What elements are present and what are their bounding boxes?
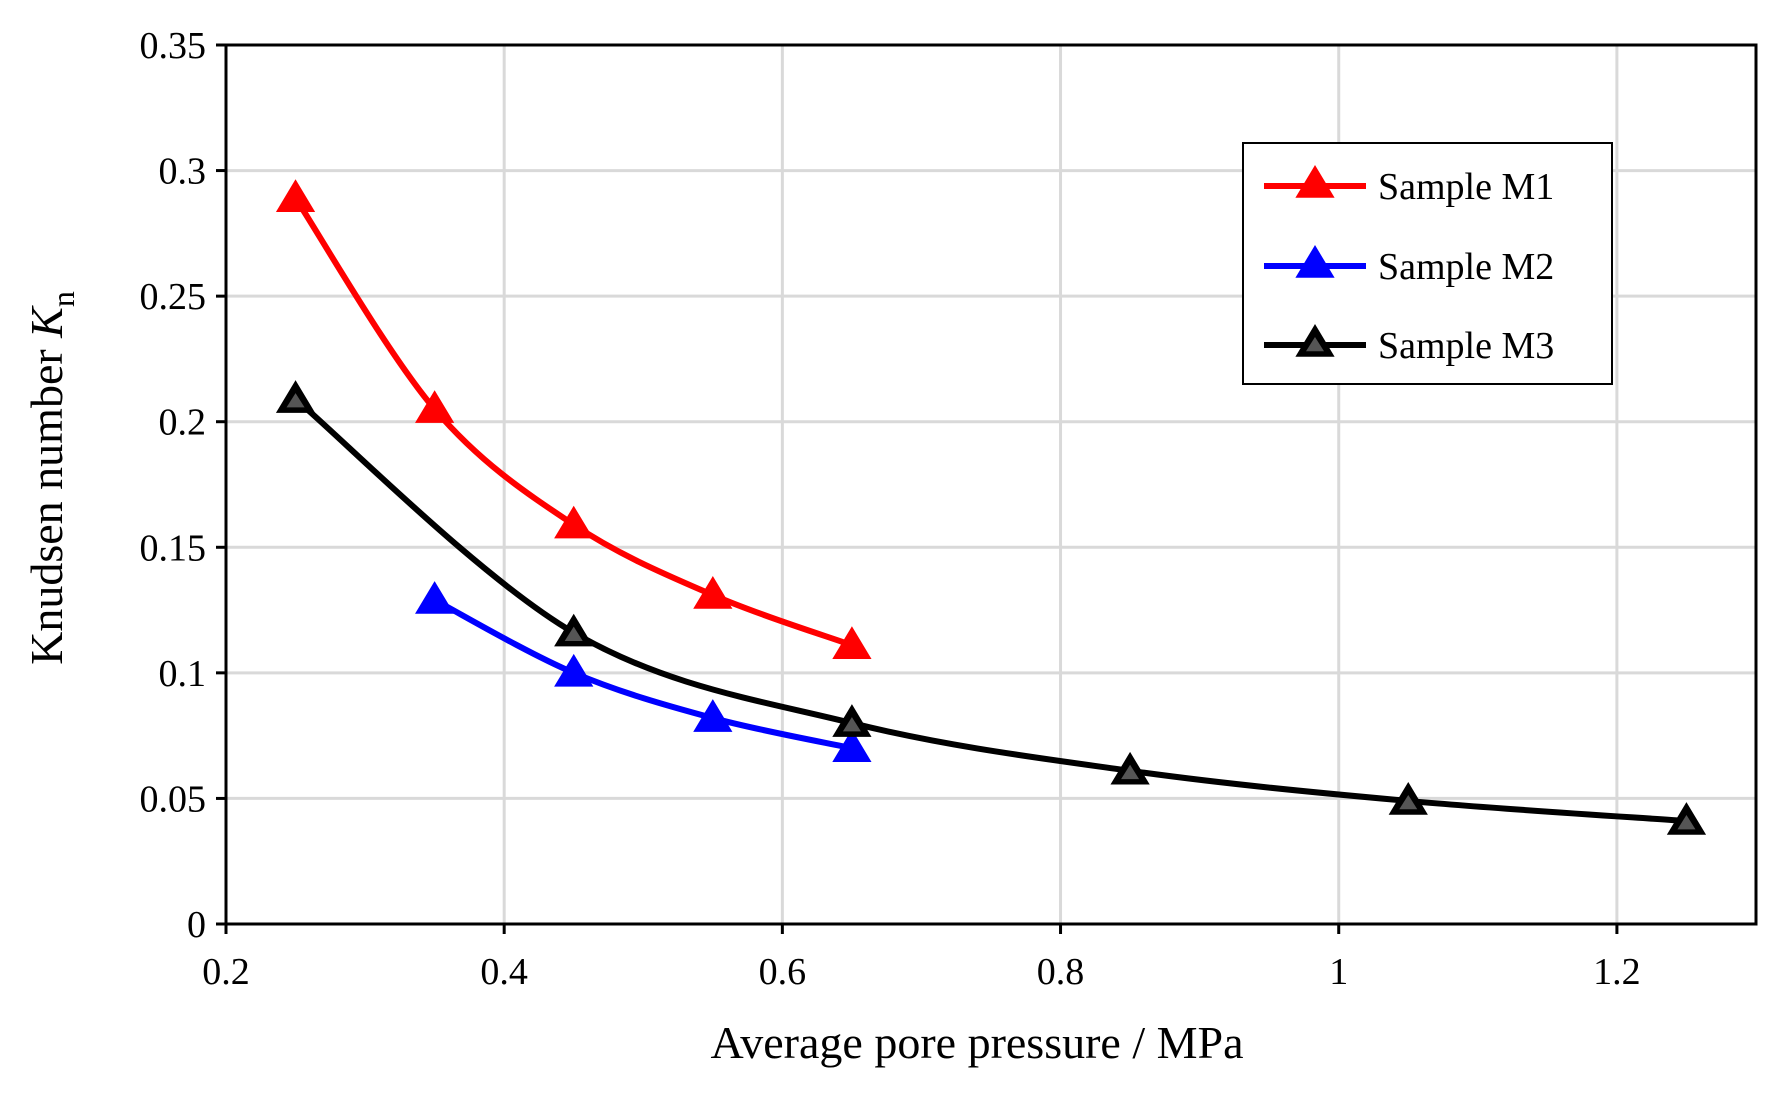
- legend-item-sample-m1: Sample M1: [1264, 165, 1554, 208]
- y-axis-title: Knudsen number Kn: [21, 291, 81, 665]
- plot-area-border: [224, 43, 1758, 926]
- y-axis-title-main: Knudsen number: [21, 338, 72, 665]
- series-sample-m3-point-inner: [1677, 815, 1696, 830]
- series-sample-m1-line: [293, 196, 853, 649]
- x-tick-label: 0.2: [202, 951, 250, 993]
- x-tick-label: 1.2: [1593, 951, 1641, 993]
- y-tick-label: 0.2: [159, 402, 207, 444]
- series-sample-m3-point-inner: [842, 717, 861, 732]
- y-tick-label: 0.15: [140, 527, 207, 569]
- x-tick-label: 0.8: [1037, 951, 1085, 993]
- y-tick-label: 0.3: [159, 151, 207, 193]
- legend-item-sample-m1-marker: [1295, 165, 1335, 198]
- x-tick-label: 0.6: [759, 951, 807, 993]
- series-sample-m1-point: [554, 505, 594, 539]
- series-sample-m3-point-inner: [1399, 794, 1418, 810]
- series-sample-m1-point: [415, 390, 455, 423]
- x-tick-label: 1: [1329, 951, 1348, 993]
- series-sample-m2-point: [832, 729, 872, 762]
- legend-item-sample-m2: Sample M2: [1264, 245, 1554, 288]
- y-tick-label: 0: [187, 904, 206, 946]
- legend-item-sample-m3-marker-inner: [1306, 337, 1324, 352]
- series-lines: [275, 179, 1707, 835]
- legend-item-sample-m1-label: Sample M1: [1378, 166, 1554, 208]
- legend-item-sample-m3: Sample M3: [1264, 324, 1554, 367]
- series-sample-m1-point: [693, 576, 733, 609]
- legend-item-sample-m3-label: Sample M3: [1378, 325, 1554, 367]
- x-axis-title: Average pore pressure / MPa: [710, 1017, 1243, 1068]
- y-tick-label: 0.05: [140, 778, 207, 820]
- series-sample-m3-line: [293, 396, 1687, 825]
- series-sample-m1: [275, 179, 872, 659]
- y-tick-label: 0.1: [159, 653, 207, 695]
- series-sample-m3-point-inner: [1121, 764, 1140, 780]
- axis-ticks: 0.2 0.4 0.6 0.8 1 1.2 0 0.05 0.1 0.15 0.2 0.25 0.3 0.…: [140, 25, 1641, 993]
- legend-items: Sample M1 Sample M2 Sample M3: [1264, 165, 1554, 367]
- series-sample-m2-line: [433, 597, 853, 752]
- series-sample-m2-point: [693, 699, 733, 732]
- y-tick-label: 0.25: [140, 276, 207, 318]
- series-sample-m1-point: [275, 179, 316, 212]
- y-axis-title-subscript: n: [45, 291, 81, 307]
- series-sample-m3: [275, 380, 1707, 835]
- y-tick-label: 0.35: [140, 25, 207, 67]
- y-axis-title-symbol: K: [21, 305, 72, 339]
- series-sample-m2-point: [554, 653, 594, 687]
- x-tick-label: 0.4: [480, 951, 528, 993]
- series-sample-m2-point: [415, 581, 455, 614]
- legend-item-sample-m2-label: Sample M2: [1378, 246, 1554, 288]
- legend-item-sample-m2-marker: [1295, 245, 1335, 278]
- legend: Sample M1 Sample M2 Sample M3: [1242, 142, 1613, 385]
- series-sample-m2: [415, 581, 872, 762]
- series-sample-m1-point: [832, 626, 872, 659]
- series-sample-m3-point-inner: [286, 393, 305, 408]
- series-sample-m3-point-inner: [564, 626, 583, 641]
